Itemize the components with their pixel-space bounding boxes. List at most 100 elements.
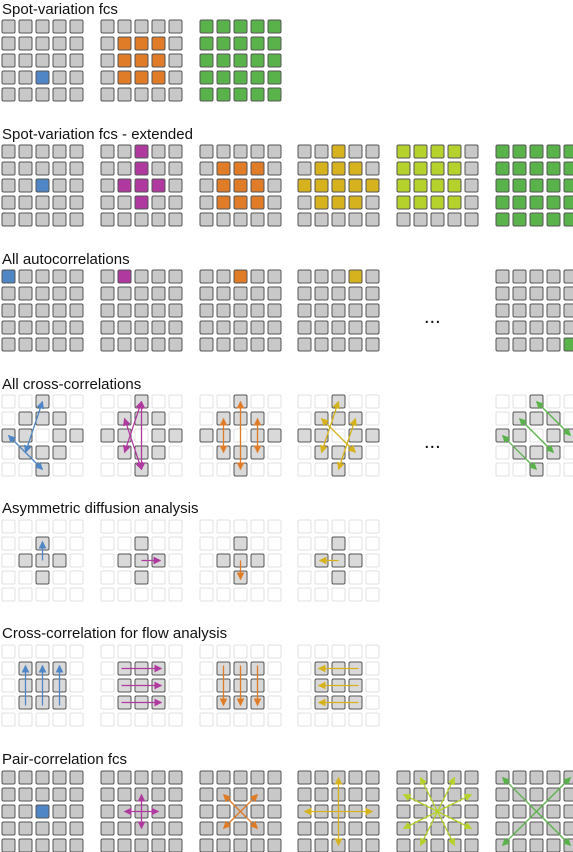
ad-grid-3-cell xyxy=(331,536,346,551)
ad-grid-0-cell xyxy=(1,536,16,551)
ac-grid-2-cell xyxy=(117,269,132,284)
sve-grid-3-cell xyxy=(216,161,231,176)
sve-grid-3-cell xyxy=(216,178,231,193)
ac-grid-1-cell xyxy=(52,337,67,352)
ac-grid-last-cell xyxy=(563,269,573,284)
ac-grid-2-cell xyxy=(100,303,115,318)
pc-grid-5-cell xyxy=(413,821,428,836)
pc-grid-6-cell xyxy=(546,804,561,819)
sv-grid-3-cell xyxy=(250,36,265,51)
sv-grid-3-cell xyxy=(199,70,214,85)
ad-grid-2-cell xyxy=(267,536,282,551)
cc-grid-2-cell xyxy=(250,394,265,409)
correlation-arrow xyxy=(501,776,537,812)
ac-grid-3-cell xyxy=(233,286,248,301)
sv-grid-2-cell xyxy=(168,87,183,102)
sve-grid-2-cell xyxy=(168,161,183,176)
pc-grid-5-cell xyxy=(430,770,445,785)
pc-grid-6-cell xyxy=(529,787,544,802)
ad-grid-0-cell xyxy=(35,587,50,602)
pc-grid-3-cell xyxy=(267,804,282,819)
correlation-arrow xyxy=(437,810,473,830)
ad-grid-1-cell xyxy=(100,570,115,585)
sve-grid-3-cell xyxy=(250,212,265,227)
ad-grid-1-cell xyxy=(168,519,183,534)
pc-grid-4-cell xyxy=(297,838,312,852)
cc-grid-5-cell xyxy=(563,394,573,409)
cc-grid-3-cell xyxy=(297,445,312,460)
pc-grid-6-cell xyxy=(563,787,573,802)
fa-grid-1-cell xyxy=(168,644,183,659)
sv-grid-2-cell xyxy=(134,36,149,51)
ad-grid-0-cell xyxy=(69,519,84,534)
sve-grid-1-cell xyxy=(1,212,16,227)
pc-grid-5-cell xyxy=(413,787,428,802)
ac-grid-last-cell xyxy=(529,303,544,318)
sve-grid-5-cell xyxy=(430,212,445,227)
sve-grid-6-cell xyxy=(546,144,561,159)
ac-grid-2-cell xyxy=(151,269,166,284)
pc-grid-2-cell xyxy=(151,838,166,852)
pc-grid-5-cell xyxy=(396,804,411,819)
cc-grid-5-cell xyxy=(512,428,527,443)
cc-grid-0-cell xyxy=(52,394,67,409)
sve-grid-5-cell xyxy=(396,144,411,159)
fa-grid-3-cell xyxy=(348,644,363,659)
ad-grid-0-cell xyxy=(1,570,16,585)
fa-grid-2-cell xyxy=(199,712,214,727)
sve-grid-6-cell xyxy=(495,144,510,159)
ac-grid-3-cell xyxy=(250,286,265,301)
correlation-arrow xyxy=(419,776,439,812)
fa-grid-1-cell xyxy=(117,644,132,659)
fa-grid-1-cell xyxy=(100,661,115,676)
sve-grid-4-cell xyxy=(314,212,329,227)
sve-grid-5-cell xyxy=(396,212,411,227)
ac-grid-last-cell xyxy=(512,269,527,284)
pc-grid-2-cell xyxy=(100,821,115,836)
correlation-arrow xyxy=(24,400,44,454)
ad-grid-1-cell xyxy=(151,570,166,585)
fa-grid-0-cell xyxy=(69,695,84,710)
sv-grid-2-cell xyxy=(134,70,149,85)
fa-grid-3-cell xyxy=(314,644,329,659)
ac-grid-last-cell xyxy=(495,320,510,335)
ac-grid-last-cell xyxy=(512,320,527,335)
pc-grid-1-cell xyxy=(69,787,84,802)
sve-grid-5-cell xyxy=(464,195,479,210)
sve-grid-1-cell xyxy=(1,195,16,210)
ac-grid-1-cell xyxy=(52,286,67,301)
ad-grid-3-cell xyxy=(365,570,380,585)
sve-grid-6-cell xyxy=(512,178,527,193)
ac-grid-4-cell xyxy=(348,303,363,318)
pc-grid-4-cell xyxy=(314,787,329,802)
sv-grid-1-cell xyxy=(69,19,84,34)
ad-grid-0-cell xyxy=(18,536,33,551)
ac-grid-2-cell xyxy=(134,320,149,335)
ac-grid-4-cell xyxy=(314,303,329,318)
ad-grid-1-cell xyxy=(117,570,132,585)
sve-grid-4-cell xyxy=(348,161,363,176)
ac-grid-last-cell xyxy=(495,286,510,301)
ad-grid-0-cell xyxy=(52,553,67,568)
ad-grid-2-cell xyxy=(199,553,214,568)
sve-grid-4-cell xyxy=(365,178,380,193)
pc-grid-2-cell xyxy=(151,821,166,836)
ad-grid-0-cell xyxy=(52,536,67,551)
pc-grid-1-cell xyxy=(1,838,16,852)
ad-grid-1-cell xyxy=(151,519,166,534)
sv-grid-3-cell xyxy=(216,53,231,68)
ad-grid-2-cell xyxy=(199,587,214,602)
pc-grid-2-cell xyxy=(100,787,115,802)
ad-grid-3-cell xyxy=(314,519,329,534)
sv-grid-1-cell xyxy=(18,36,33,51)
ac-grid-3-cell xyxy=(267,320,282,335)
sve-grid-1-cell xyxy=(18,144,33,159)
arrows-layer xyxy=(7,400,572,847)
ac-grid-1-cell xyxy=(35,303,50,318)
correlation-arrow xyxy=(436,776,456,812)
pc-grid-3-cell xyxy=(267,821,282,836)
pc-grid-3-cell xyxy=(199,804,214,819)
fa-grid-2-cell xyxy=(199,661,214,676)
sv-grid-2-cell xyxy=(134,87,149,102)
sve-grid-3-cell xyxy=(199,212,214,227)
